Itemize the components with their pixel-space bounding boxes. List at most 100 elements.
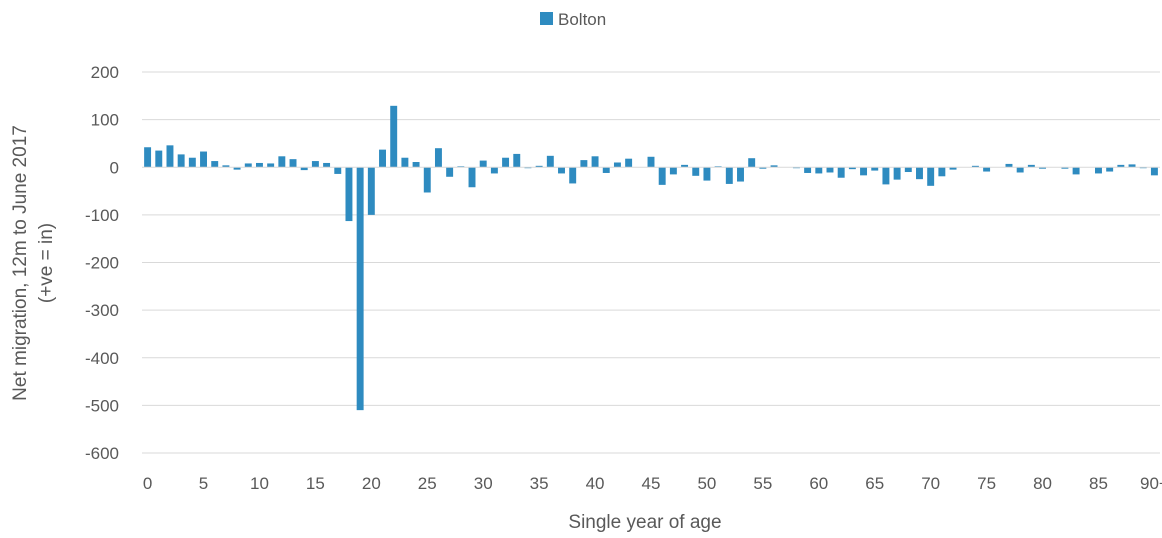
bar-age-14 bbox=[300, 167, 308, 171]
legend-label-bolton: Bolton bbox=[558, 10, 606, 29]
bar-age-11 bbox=[267, 163, 275, 168]
x-tick-label: 5 bbox=[199, 474, 208, 493]
bar-age-7 bbox=[222, 165, 230, 168]
bar-age-39 bbox=[580, 160, 588, 168]
bar-age-52 bbox=[725, 167, 733, 184]
x-tick-label: 80 bbox=[1033, 474, 1052, 493]
y-axis-tick-labels: 200 100 0 -100 -200 -300 -400 -500 -600 bbox=[85, 63, 119, 463]
x-tick-label: 40 bbox=[586, 474, 605, 493]
y-tick-label: 200 bbox=[91, 63, 119, 82]
bar-age-3 bbox=[177, 154, 185, 168]
y-axis-title-line-2: (+ve = in) bbox=[36, 223, 57, 303]
x-tick-label: 35 bbox=[530, 474, 549, 493]
y-tick-label: 100 bbox=[91, 111, 119, 130]
bar-age-37 bbox=[558, 167, 565, 174]
bar-age-17 bbox=[334, 167, 342, 174]
bar-age-21 bbox=[379, 149, 386, 168]
bar-age-16 bbox=[323, 162, 331, 168]
x-tick-label: 65 bbox=[865, 474, 884, 493]
bar-age-90+ bbox=[1150, 167, 1158, 176]
y-axis-title: Net migration, 12m to June 2017 (+ve = in… bbox=[10, 125, 57, 401]
x-tick-label: 45 bbox=[642, 474, 661, 493]
bar-age-65 bbox=[871, 167, 879, 171]
bar-age-82 bbox=[1061, 167, 1069, 169]
y-tick-label: 0 bbox=[110, 158, 119, 177]
bar-age-53 bbox=[737, 167, 744, 182]
x-tick-label: 10 bbox=[250, 474, 269, 493]
bar-age-13 bbox=[289, 159, 297, 168]
bar-age-19 bbox=[356, 167, 364, 411]
bar-age-40 bbox=[591, 156, 599, 168]
y-tick-label: -600 bbox=[85, 444, 119, 463]
y-tick-label: -200 bbox=[85, 254, 119, 273]
legend: Bolton bbox=[540, 10, 606, 29]
bar-age-35 bbox=[535, 165, 543, 168]
x-tick-label: 60 bbox=[809, 474, 828, 493]
bar-age-24 bbox=[412, 162, 420, 168]
bar-age-6 bbox=[211, 161, 219, 168]
x-tick-label: 15 bbox=[306, 474, 325, 493]
y-tick-label: -500 bbox=[85, 396, 119, 415]
x-tick-label: 90+ bbox=[1140, 474, 1162, 493]
bar-age-54 bbox=[748, 158, 756, 168]
bar-age-32 bbox=[502, 157, 510, 168]
bar-age-18 bbox=[345, 167, 353, 222]
bar-age-15 bbox=[311, 161, 319, 168]
bar-age-59 bbox=[804, 167, 812, 173]
bar-age-38 bbox=[569, 167, 577, 184]
bar-age-33 bbox=[513, 153, 521, 168]
bar-age-77 bbox=[1005, 163, 1013, 168]
bar-age-45 bbox=[647, 156, 655, 168]
bar-age-69 bbox=[916, 167, 923, 180]
bar-age-61 bbox=[826, 167, 834, 173]
bar-age-0 bbox=[144, 147, 152, 168]
bar-age-29 bbox=[468, 167, 476, 188]
bar-age-68 bbox=[904, 167, 912, 173]
bar-age-87 bbox=[1117, 164, 1125, 168]
y-tick-label: -400 bbox=[85, 349, 119, 368]
bar-age-85 bbox=[1095, 167, 1102, 174]
x-tick-label: 25 bbox=[418, 474, 437, 493]
x-tick-label: 0 bbox=[143, 474, 152, 493]
bar-age-27 bbox=[446, 167, 454, 177]
bar-age-56 bbox=[770, 165, 778, 168]
bar-age-79 bbox=[1027, 164, 1035, 168]
bar-age-2 bbox=[166, 145, 174, 168]
bar-age-4 bbox=[188, 157, 196, 168]
bar-age-63 bbox=[848, 167, 856, 170]
bars bbox=[144, 105, 1158, 411]
bar-age-50 bbox=[703, 167, 711, 181]
bar-age-86 bbox=[1106, 167, 1114, 172]
bar-age-43 bbox=[625, 158, 633, 168]
bar-age-23 bbox=[401, 157, 409, 168]
y-tick-label: -100 bbox=[85, 206, 119, 225]
bar-age-31 bbox=[490, 167, 498, 174]
bar-age-5 bbox=[200, 151, 207, 168]
bar-age-80 bbox=[1039, 167, 1047, 169]
bar-age-25 bbox=[423, 167, 431, 193]
bar-age-10 bbox=[255, 162, 263, 168]
bar-age-22 bbox=[390, 105, 398, 168]
bar-age-64 bbox=[860, 167, 868, 176]
bar-age-46 bbox=[658, 167, 666, 185]
bar-age-47 bbox=[669, 167, 677, 175]
bar-age-70 bbox=[927, 167, 935, 186]
bar-age-60 bbox=[815, 167, 823, 174]
bar-age-41 bbox=[602, 167, 610, 173]
x-tick-label: 70 bbox=[921, 474, 940, 493]
bar-age-26 bbox=[434, 148, 442, 168]
bar-age-75 bbox=[983, 167, 991, 172]
x-tick-label: 30 bbox=[474, 474, 493, 493]
x-tick-label: 20 bbox=[362, 474, 381, 493]
y-axis-title-line-1: Net migration, 12m to June 2017 bbox=[10, 125, 31, 401]
bar-age-55 bbox=[759, 167, 767, 169]
bar-age-74 bbox=[971, 165, 979, 168]
bar-age-48 bbox=[681, 164, 689, 168]
bar-age-72 bbox=[949, 167, 957, 170]
bar-age-88 bbox=[1128, 164, 1136, 168]
bar-age-30 bbox=[479, 160, 487, 168]
bar-age-1 bbox=[155, 150, 163, 168]
legend-swatch-bolton bbox=[540, 12, 553, 25]
bar-age-9 bbox=[244, 163, 252, 168]
